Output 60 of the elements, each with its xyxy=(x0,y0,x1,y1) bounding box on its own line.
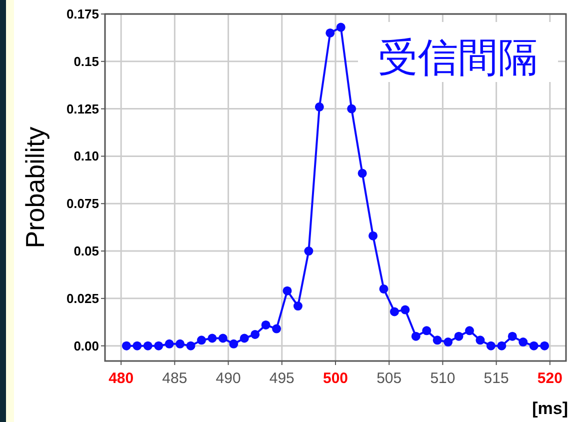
x-tick-label: 485 xyxy=(162,370,188,387)
point xyxy=(411,332,420,341)
point xyxy=(497,341,506,350)
y-tick-label: 0.025 xyxy=(66,290,99,306)
point xyxy=(326,28,335,38)
x-tick-label: 510 xyxy=(430,370,456,387)
point xyxy=(336,22,346,32)
point xyxy=(529,341,538,350)
point xyxy=(454,332,464,341)
point xyxy=(358,168,367,178)
y-tick-label: 0.15 xyxy=(74,54,99,69)
point xyxy=(432,336,442,345)
point xyxy=(240,334,249,343)
x-tick-label: 500 xyxy=(322,370,348,387)
x-tick-label: 490 xyxy=(216,370,241,387)
point xyxy=(314,102,324,112)
point xyxy=(368,231,378,240)
point xyxy=(132,341,142,350)
point xyxy=(261,320,270,330)
point xyxy=(196,336,206,345)
x-tick-label: 520 xyxy=(537,370,562,387)
point xyxy=(379,284,388,294)
point xyxy=(508,332,517,341)
point xyxy=(208,334,217,343)
point xyxy=(250,330,260,339)
y-axis-title: Probability xyxy=(20,126,50,248)
point xyxy=(390,307,399,316)
point xyxy=(518,338,528,347)
point xyxy=(304,246,314,256)
point xyxy=(422,326,432,336)
y-tick-label: 0.10 xyxy=(74,148,99,164)
point xyxy=(164,339,174,348)
point xyxy=(444,338,453,347)
point xyxy=(293,302,302,311)
point xyxy=(347,104,356,114)
y-tick-label: 0.00 xyxy=(74,338,99,354)
text: 受信間隔 xyxy=(378,36,538,80)
point xyxy=(143,341,152,350)
y-tick-label: 0.05 xyxy=(74,244,99,259)
y-tick-label: 0.175 xyxy=(66,6,99,22)
point xyxy=(186,341,196,350)
point xyxy=(154,341,164,350)
point xyxy=(400,305,410,314)
y-tick-label: 0.075 xyxy=(66,196,99,212)
x-tick-label: 505 xyxy=(376,370,402,387)
point xyxy=(218,334,228,343)
point xyxy=(540,341,550,350)
y-tick-label: 0.125 xyxy=(66,101,99,116)
x-tick-label: 515 xyxy=(484,370,509,387)
point xyxy=(486,341,496,350)
point xyxy=(272,324,282,334)
point xyxy=(476,336,485,345)
x-axis-title: [ms] xyxy=(532,399,568,418)
point xyxy=(465,326,474,336)
point xyxy=(122,341,131,350)
point xyxy=(229,339,238,348)
point xyxy=(176,339,185,348)
x-tick-label: 495 xyxy=(269,370,294,387)
point xyxy=(282,286,292,296)
x-tick-label: 480 xyxy=(108,370,134,387)
